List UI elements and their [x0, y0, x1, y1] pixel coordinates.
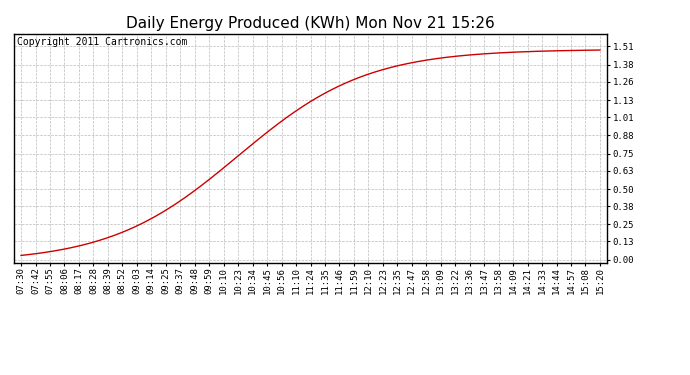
Title: Daily Energy Produced (KWh) Mon Nov 21 15:26: Daily Energy Produced (KWh) Mon Nov 21 1… [126, 16, 495, 31]
Text: Copyright 2011 Cartronics.com: Copyright 2011 Cartronics.com [17, 37, 187, 47]
